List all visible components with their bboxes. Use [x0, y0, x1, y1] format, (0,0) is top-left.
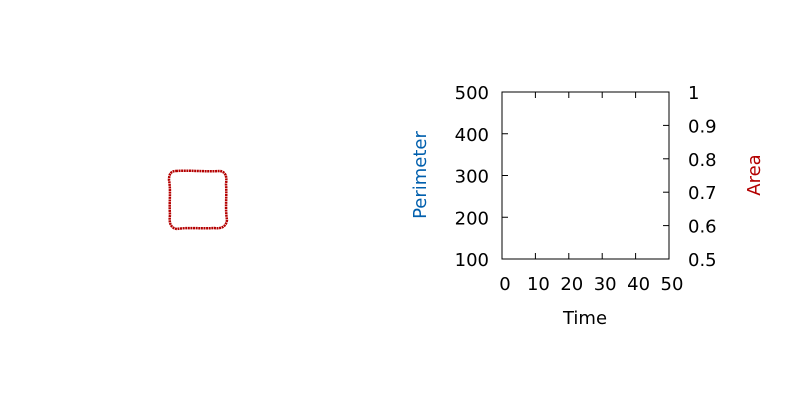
- shape-panel: [169, 171, 227, 229]
- y-axis-ticks: 100 200 300 400 500: [455, 83, 508, 271]
- x-tick-label: 50: [661, 274, 684, 295]
- y2-axis-label: Area: [744, 154, 765, 195]
- x-tick-label: 30: [594, 274, 617, 295]
- y-tick-label: 400: [455, 125, 489, 146]
- y2-tick-label: 0.5: [688, 250, 717, 271]
- y2-axis-ticks: 0.5 0.6 0.7 0.8 0.9 1: [663, 83, 717, 271]
- x-tick-label: 20: [560, 274, 583, 295]
- y-tick-label: 500: [455, 83, 489, 104]
- x-tick-label: 0: [499, 274, 510, 295]
- chart: 0 10 20 30 40 50 100 200 300 400 500 0.5 0.6 0.7 0.8…: [410, 83, 765, 329]
- y-tick-label: 100: [455, 250, 489, 271]
- y-tick-label: 200: [455, 208, 489, 229]
- plot-frame: [502, 92, 669, 259]
- y-axis-label: Perimeter: [410, 130, 431, 218]
- y2-tick-label: 1: [688, 83, 699, 104]
- y2-tick-label: 0.6: [688, 217, 717, 238]
- y2-tick-label: 0.8: [688, 150, 717, 171]
- x-tick-label: 40: [627, 274, 650, 295]
- x-tick-label: 10: [527, 274, 550, 295]
- x-axis-ticks: 0 10 20 30 40 50: [499, 92, 683, 295]
- y2-tick-label: 0.9: [688, 116, 717, 137]
- y-tick-label: 300: [455, 167, 489, 188]
- x-axis-label: Time: [562, 308, 607, 329]
- y2-tick-label: 0.7: [688, 183, 717, 204]
- shape-outline: [169, 171, 227, 229]
